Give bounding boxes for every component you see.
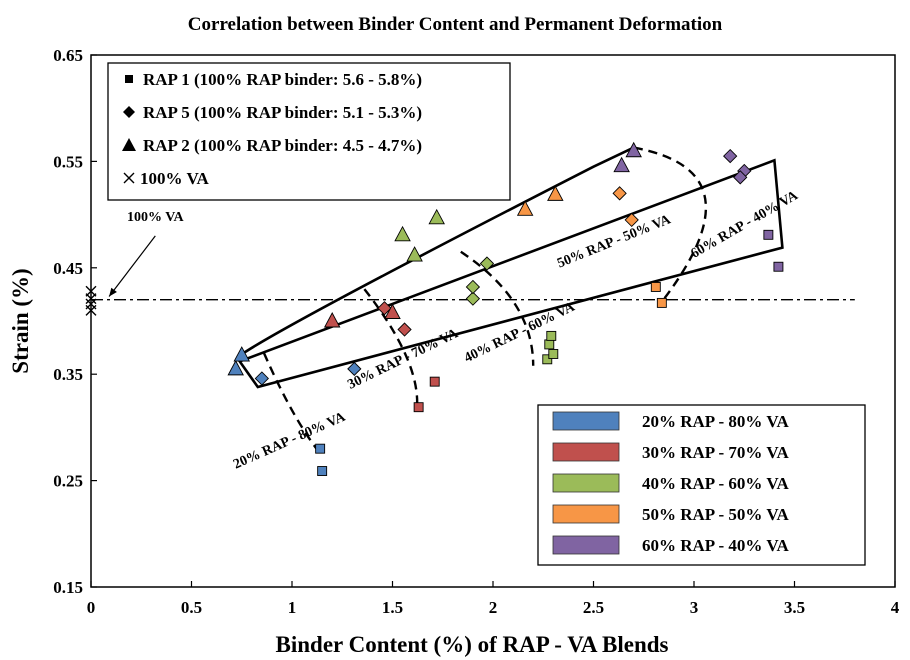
x-tick-label: 2 [489,598,498,617]
data-point-diamond [397,322,412,337]
region-label: 40% RAP - 60% VA [462,299,578,366]
data-point-triangle [233,346,251,362]
data-point-diamond [479,256,495,271]
color-legend-swatch [552,473,620,493]
color-legend-label: 50% RAP - 50% VA [642,505,789,524]
color-legend-label: 40% RAP - 60% VA [642,474,789,493]
data-point-square [413,402,424,413]
boundary-50-60 [633,146,708,303]
chart-title: Correlation between Binder Content and P… [188,14,723,35]
data-point-triangle [323,312,341,328]
x-axis-label: Binder Content (%) of RAP - VA Blends [276,632,669,657]
x-tick-label: 4 [891,598,900,617]
marker-legend-box [107,62,511,201]
data-point-square [546,330,557,341]
data-point-diamond [465,291,481,306]
data-point-square [544,339,555,350]
data-point-square [429,376,440,387]
data-point-square [315,443,326,454]
data-point-diamond [377,301,392,316]
data-point-diamond [347,361,362,377]
annotation-arrow [108,235,156,297]
data-point-square [773,261,784,272]
x-tick-label: 3.5 [784,598,805,617]
legend-diamond-icon [123,106,135,118]
annotation-arrowhead [109,287,117,297]
data-point-triangle [406,246,423,262]
x-tick-label: 1 [288,598,297,617]
y-tick-label: 0.25 [53,472,83,491]
legend-cross-icon [123,172,135,184]
boundary-40-50 [460,250,535,366]
envelope-lower-band [237,158,784,389]
data-point-diamond [624,212,639,228]
marker-legend-label: RAP 1 (100% RAP binder: 5.6 - 5.8%) [143,70,422,89]
marker-legend: RAP 1 (100% RAP binder: 5.6 - 5.8%) RAP 5… [107,62,511,201]
y-axis-label: Strain (%) [8,268,33,373]
x-tick-label: 1.5 [382,598,403,617]
data-point-triangle [384,303,401,319]
data-points-group [85,141,784,476]
data-point-diamond [612,186,627,201]
marker-legend-label: 100% VA [140,169,210,188]
boundary-30-40 [363,288,419,412]
legend-triangle-icon [122,138,136,151]
color-legend-swatch [552,504,620,524]
envelope-upper-curve [243,146,635,354]
color-legend-swatch [552,535,620,555]
annotation-group: 100% VA [108,210,185,297]
color-legend-label: 20% RAP - 80% VA [642,412,789,431]
color-legend: 20% RAP - 80% VA 30% RAP - 70% VA 40% RAP … [537,404,866,566]
data-point-diamond [733,170,748,185]
data-point-square [656,297,667,308]
ticks-group: 0 0.5 1 1.5 2 2.5 3 3.5 4 0.15 0.25 0.35 0.45 0.55 0.6… [53,46,900,617]
marker-legend-label: RAP 5 (100% RAP binder: 5.1 - 5.3%) [143,103,422,122]
data-point-triangle [227,359,244,376]
y-tick-label: 0.35 [53,365,83,384]
data-point-square [763,229,774,240]
data-point-triangle [394,225,411,242]
data-point-square [317,466,328,476]
color-legend-label: 60% RAP - 40% VA [642,536,789,555]
data-point-square [542,354,553,365]
data-point-triangle [428,208,445,225]
data-point-diamond [465,279,481,295]
annotation-100-va: 100% VA [127,210,185,225]
data-point-triangle [625,141,642,158]
data-point-triangle [516,200,534,216]
boundary-20-30 [262,352,320,452]
data-point-square [650,282,661,292]
data-point-diamond [254,371,269,386]
x-tick-label: 3 [690,598,699,617]
y-tick-label: 0.65 [53,46,83,65]
data-point-cross [85,285,97,297]
x-tick-label: 0 [87,598,96,617]
x-tick-label: 2.5 [583,598,604,617]
color-legend-swatch [552,411,620,431]
y-tick-label: 0.45 [53,259,83,278]
data-point-triangle [613,156,630,173]
data-point-diamond [723,148,738,164]
color-legend-swatch [552,442,620,462]
data-point-triangle [547,185,564,201]
data-point-square [548,349,559,359]
y-tick-label: 0.15 [53,578,83,597]
region-label: 20% RAP - 80% VA [231,409,348,472]
color-legend-label: 30% RAP - 70% VA [642,443,789,462]
x-tick-label: 0.5 [181,598,202,617]
legend-square-icon [125,75,133,83]
y-tick-label: 0.55 [53,152,83,171]
data-point-cross [85,298,97,310]
envelope-group [237,146,784,452]
marker-legend-label: RAP 2 (100% RAP binder: 4.5 - 4.7%) [143,136,422,155]
